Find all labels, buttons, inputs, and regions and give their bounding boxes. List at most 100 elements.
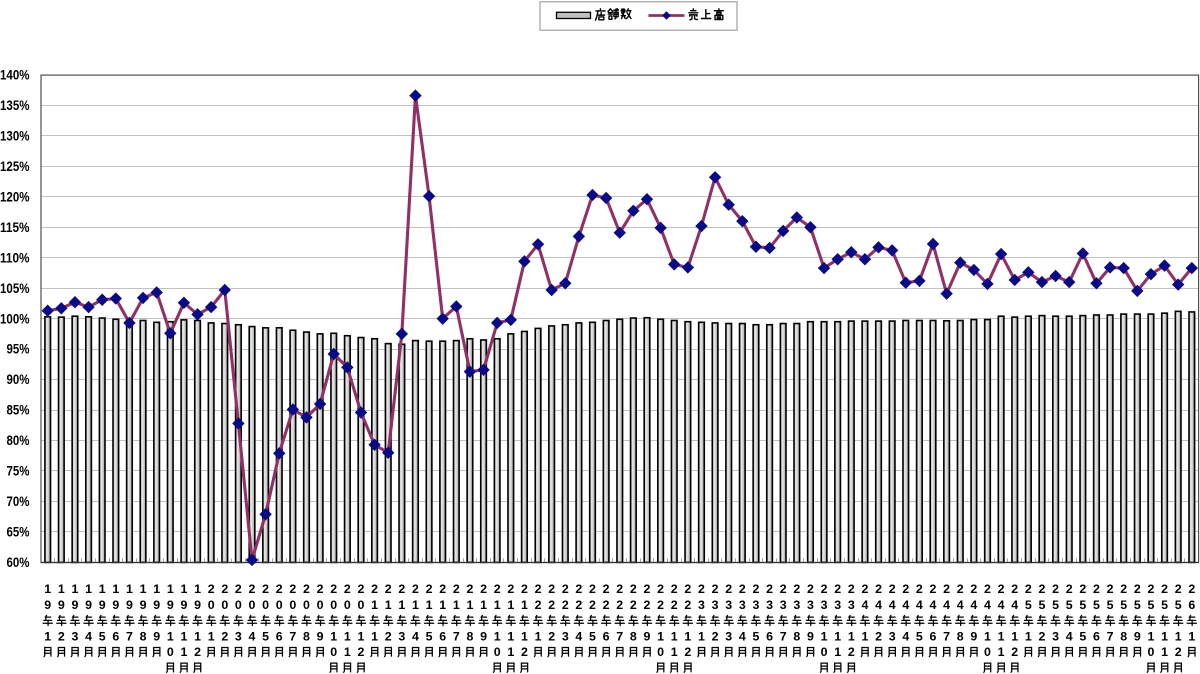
svg-text:8: 8 bbox=[466, 629, 473, 643]
svg-text:2: 2 bbox=[875, 582, 882, 596]
svg-text:1: 1 bbox=[44, 629, 51, 643]
svg-text:2: 2 bbox=[889, 582, 896, 596]
svg-text:4: 4 bbox=[412, 629, 419, 643]
svg-text:0: 0 bbox=[208, 598, 215, 612]
svg-text:3: 3 bbox=[889, 629, 896, 643]
svg-text:1: 1 bbox=[194, 582, 201, 596]
svg-text:2: 2 bbox=[752, 582, 759, 596]
svg-text:0: 0 bbox=[358, 598, 365, 612]
svg-text:5: 5 bbox=[1079, 598, 1086, 612]
svg-text:2: 2 bbox=[684, 582, 691, 596]
svg-text:0: 0 bbox=[317, 598, 324, 612]
svg-text:3: 3 bbox=[766, 598, 773, 612]
svg-text:1: 1 bbox=[453, 598, 460, 612]
svg-text:0: 0 bbox=[235, 598, 242, 612]
svg-text:6: 6 bbox=[1093, 629, 1100, 643]
svg-text:8: 8 bbox=[303, 629, 310, 643]
svg-text:9: 9 bbox=[140, 598, 147, 612]
svg-text:2: 2 bbox=[603, 582, 610, 596]
svg-text:1: 1 bbox=[58, 582, 65, 596]
svg-text:5: 5 bbox=[1039, 598, 1046, 612]
svg-text:2: 2 bbox=[385, 582, 392, 596]
svg-text:2: 2 bbox=[426, 582, 433, 596]
svg-text:2: 2 bbox=[630, 582, 637, 596]
svg-text:4: 4 bbox=[739, 629, 746, 643]
svg-text:5: 5 bbox=[1052, 598, 1059, 612]
svg-text:2: 2 bbox=[603, 598, 610, 612]
svg-text:5: 5 bbox=[916, 629, 923, 643]
svg-text:2: 2 bbox=[970, 582, 977, 596]
svg-text:2: 2 bbox=[684, 598, 691, 612]
svg-text:2: 2 bbox=[1039, 629, 1046, 643]
svg-text:0: 0 bbox=[330, 645, 337, 659]
svg-text:6: 6 bbox=[1188, 598, 1195, 612]
svg-text:2: 2 bbox=[398, 582, 405, 596]
svg-text:125%: 125% bbox=[0, 159, 30, 174]
svg-text:2: 2 bbox=[453, 582, 460, 596]
svg-text:2: 2 bbox=[1093, 582, 1100, 596]
svg-text:1: 1 bbox=[821, 629, 828, 643]
svg-text:1: 1 bbox=[330, 629, 337, 643]
svg-text:2: 2 bbox=[657, 598, 664, 612]
svg-text:1: 1 bbox=[44, 582, 51, 596]
svg-text:3: 3 bbox=[398, 629, 405, 643]
svg-text:6: 6 bbox=[112, 629, 119, 643]
svg-text:9: 9 bbox=[807, 629, 814, 643]
svg-text:4: 4 bbox=[957, 598, 964, 612]
svg-text:2: 2 bbox=[684, 645, 691, 659]
svg-text:2: 2 bbox=[1052, 582, 1059, 596]
svg-text:2: 2 bbox=[466, 582, 473, 596]
svg-text:0: 0 bbox=[657, 645, 664, 659]
svg-text:70%: 70% bbox=[7, 494, 30, 509]
svg-text:0: 0 bbox=[289, 598, 296, 612]
svg-text:3: 3 bbox=[739, 598, 746, 612]
svg-text:3: 3 bbox=[807, 598, 814, 612]
svg-text:1: 1 bbox=[126, 582, 133, 596]
svg-text:95%: 95% bbox=[7, 342, 30, 357]
svg-text:2: 2 bbox=[208, 582, 215, 596]
svg-text:2: 2 bbox=[712, 582, 719, 596]
svg-text:1: 1 bbox=[99, 582, 106, 596]
svg-text:3: 3 bbox=[71, 629, 78, 643]
svg-text:3: 3 bbox=[725, 629, 732, 643]
svg-text:6: 6 bbox=[930, 629, 937, 643]
svg-text:1: 1 bbox=[684, 629, 691, 643]
svg-text:1: 1 bbox=[426, 598, 433, 612]
svg-text:1: 1 bbox=[208, 629, 215, 643]
svg-text:3: 3 bbox=[834, 598, 841, 612]
svg-text:2: 2 bbox=[1175, 645, 1182, 659]
svg-text:1: 1 bbox=[657, 629, 664, 643]
svg-text:9: 9 bbox=[480, 629, 487, 643]
svg-text:2: 2 bbox=[998, 582, 1005, 596]
svg-text:2: 2 bbox=[589, 598, 596, 612]
svg-text:6: 6 bbox=[603, 629, 610, 643]
svg-text:1: 1 bbox=[412, 598, 419, 612]
svg-text:2: 2 bbox=[957, 582, 964, 596]
svg-text:2: 2 bbox=[698, 582, 705, 596]
svg-text:7: 7 bbox=[1107, 629, 1114, 643]
svg-text:75%: 75% bbox=[7, 464, 30, 479]
svg-text:6: 6 bbox=[439, 629, 446, 643]
svg-text:0: 0 bbox=[821, 645, 828, 659]
svg-text:1: 1 bbox=[140, 582, 147, 596]
svg-text:9: 9 bbox=[99, 598, 106, 612]
svg-text:1: 1 bbox=[71, 582, 78, 596]
svg-text:1: 1 bbox=[507, 645, 514, 659]
svg-text:2: 2 bbox=[1147, 582, 1154, 596]
svg-text:9: 9 bbox=[167, 598, 174, 612]
svg-text:1: 1 bbox=[1161, 629, 1168, 643]
svg-text:110%: 110% bbox=[0, 250, 30, 265]
svg-text:4: 4 bbox=[1011, 598, 1018, 612]
svg-text:1: 1 bbox=[507, 629, 514, 643]
svg-text:120%: 120% bbox=[0, 189, 30, 204]
svg-text:7: 7 bbox=[943, 629, 950, 643]
svg-text:5: 5 bbox=[262, 629, 269, 643]
svg-text:5: 5 bbox=[1079, 629, 1086, 643]
svg-text:2: 2 bbox=[616, 598, 623, 612]
svg-text:4: 4 bbox=[575, 629, 582, 643]
svg-text:2: 2 bbox=[221, 629, 228, 643]
svg-text:2: 2 bbox=[507, 582, 514, 596]
svg-text:4: 4 bbox=[930, 598, 937, 612]
svg-text:2: 2 bbox=[1161, 582, 1168, 596]
svg-text:8: 8 bbox=[630, 629, 637, 643]
